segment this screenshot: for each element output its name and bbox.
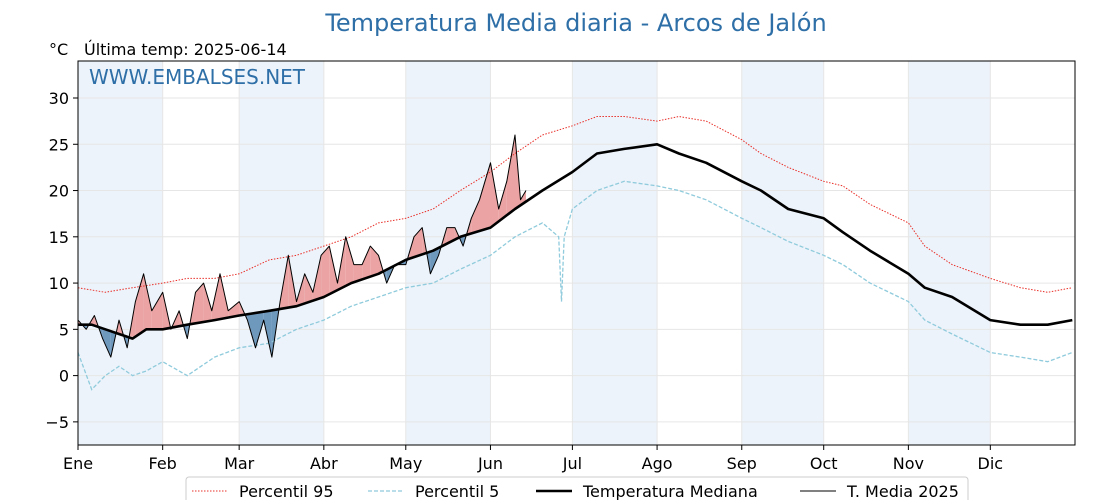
x-tick-label: Oct [810, 454, 838, 473]
deviation-fill [321, 246, 330, 298]
deviation-fill [362, 246, 371, 280]
x-tick-label: Mar [224, 454, 255, 473]
month-band [741, 61, 824, 445]
y-tick-label: −5 [45, 413, 69, 432]
x-tick-label: Jun [477, 454, 503, 473]
deviation-fill [247, 312, 256, 348]
plot-frame [77, 60, 1076, 446]
plot-area [77, 61, 1075, 445]
legend-label: Percentil 5 [415, 482, 499, 500]
y-tick-label: 20 [49, 182, 69, 201]
deviation-fill [255, 311, 264, 348]
deviation-fill [329, 246, 338, 295]
deviation-fill [102, 328, 111, 358]
deviation-fill [353, 264, 363, 283]
deviation-fill [490, 162, 499, 228]
deviation-fill [345, 236, 354, 286]
month-band [239, 61, 324, 445]
x-tick-label: Feb [149, 454, 177, 473]
chart-title: Temperatura Media diaria - Arcos de Jaló… [324, 9, 826, 37]
axes: −5 0 5 10 15 20 25 30 Ene Feb Mar Abr May Jun Jul Ago Se… [45, 89, 1003, 473]
deviation-fill [203, 283, 212, 322]
y-tick-label: 10 [49, 274, 69, 293]
y-tick-label: 25 [49, 135, 69, 154]
legend-label: Percentil 95 [239, 482, 334, 500]
deviation-fill [135, 273, 144, 337]
unit-label: °C [49, 40, 68, 59]
series-percentil-5 [77, 180, 1073, 391]
deviation-fill [228, 301, 240, 318]
y-tick-label: 15 [49, 228, 69, 247]
y-tick-label: 0 [59, 367, 69, 386]
deviation-fill [304, 273, 313, 304]
month-band [572, 61, 658, 445]
x-tick-label: Nov [893, 454, 924, 473]
legend-box [185, 476, 969, 500]
x-tick-label: Sep [727, 454, 757, 473]
deviation-fill [479, 162, 491, 231]
x-tick-label: May [389, 454, 422, 473]
series-temperatura-mediana [78, 143, 1073, 340]
deviation-fill [151, 292, 163, 330]
legend: Percentil 95 Percentil 5 Temperatura Media… [185, 476, 969, 500]
deviation-fill [211, 273, 220, 321]
deviation-fill [430, 247, 439, 274]
month-band [78, 61, 163, 445]
y-tick-label: 30 [49, 89, 69, 108]
x-tick-label: Ago [642, 454, 673, 473]
x-tick-label: Abr [310, 454, 338, 473]
last-temp-label: Última temp: 2025-06-14 [84, 40, 287, 59]
y-tick-label: 5 [59, 320, 69, 339]
series-t-media-2025 [77, 134, 527, 358]
deviation-fill [195, 283, 204, 324]
x-tick-label: Jul [562, 454, 582, 473]
watermark: WWW.EMBALSES.NET [89, 65, 306, 89]
deviation-fill [263, 310, 272, 358]
series-percentil-95 [77, 115, 1073, 293]
legend-label: Temperatura Mediana [582, 482, 758, 500]
x-tick-label: Dic [978, 454, 1004, 473]
deviation-fill [471, 199, 480, 234]
deviation-fill [143, 273, 152, 332]
month-band [908, 61, 991, 445]
legend-label: T. Media 2025 [846, 482, 959, 500]
x-tick-label: Ene [63, 454, 93, 473]
deviation-fill [498, 181, 507, 222]
